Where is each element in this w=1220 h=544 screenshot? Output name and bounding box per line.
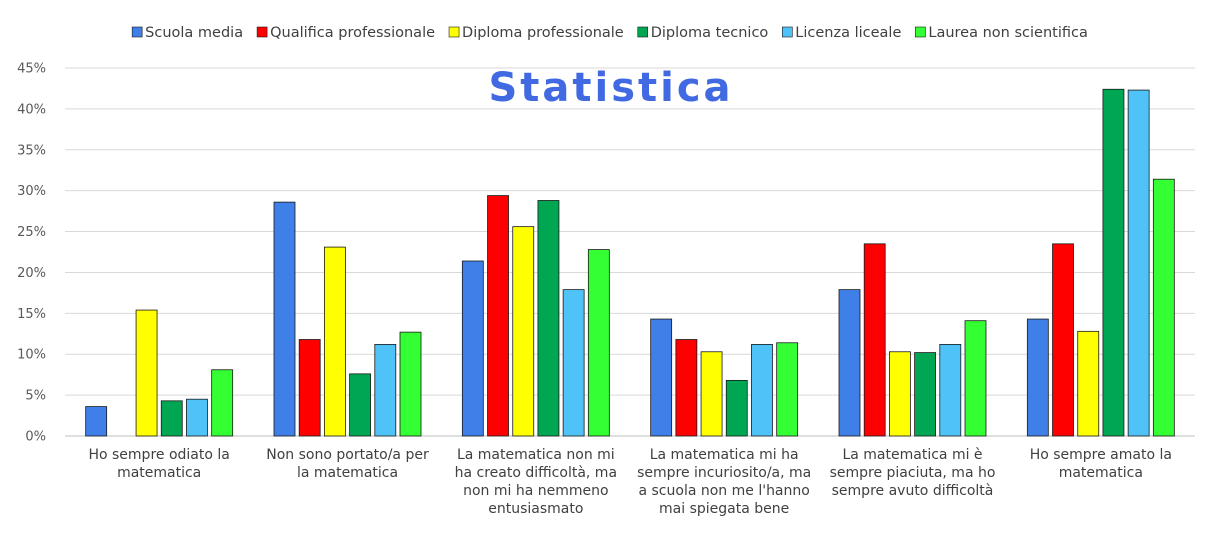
bar xyxy=(889,351,911,437)
bar xyxy=(186,398,208,437)
legend-swatch xyxy=(637,26,649,38)
bar xyxy=(160,400,183,437)
legend-swatch xyxy=(256,26,268,38)
bar xyxy=(1152,178,1175,437)
y-tick-label: 20% xyxy=(17,266,46,281)
y-tick-label: 15% xyxy=(17,307,46,322)
bar xyxy=(1026,318,1049,437)
x-tick-label: Non sono portato/a per la matematica xyxy=(266,447,429,481)
bar xyxy=(298,339,321,437)
bar xyxy=(1102,88,1125,437)
bar xyxy=(323,246,346,437)
legend-label: Scuola media xyxy=(145,25,243,41)
legend-item: Diploma tecnico xyxy=(637,25,769,41)
bar xyxy=(85,406,108,437)
y-tick-label: 35% xyxy=(17,143,46,158)
bar xyxy=(776,342,799,437)
x-tick-label: Ho sempre amato la matematica xyxy=(1030,447,1172,481)
y-tick-label: 25% xyxy=(17,225,46,240)
x-tick-label: La matematica mi ha sempre incuriosito/a,… xyxy=(637,447,811,517)
legend-label: Diploma tecnico xyxy=(651,25,769,41)
legend-label: Laurea non scientifica xyxy=(928,25,1087,41)
bar xyxy=(1052,243,1074,437)
bar xyxy=(211,369,234,437)
legend-item: Diploma professionale xyxy=(448,25,624,41)
legend-item: Laurea non scientifica xyxy=(915,25,1088,41)
y-axis-ticks: 0% 5% 10% 15% 20% 25% 30% 35% 40% 45% xyxy=(17,62,46,445)
bar xyxy=(964,320,987,437)
legend-item: Qualifica professionale xyxy=(256,25,435,41)
legend: Scuola media Qualifica professionale Diplo… xyxy=(131,25,1088,41)
chart-title: Statistica xyxy=(488,65,733,111)
x-tick-label: La matematica mi è sempre piaciuta, ma ho… xyxy=(830,447,996,499)
legend-item: Scuola media xyxy=(131,25,243,41)
bar xyxy=(700,351,723,437)
bar xyxy=(135,309,158,437)
bar xyxy=(512,226,535,437)
bar xyxy=(461,260,484,437)
y-tick-label: 5% xyxy=(25,389,46,404)
bar xyxy=(675,339,698,437)
y-tick-label: 45% xyxy=(17,62,46,77)
y-tick-label: 0% xyxy=(25,430,46,445)
y-tick-label: 10% xyxy=(17,348,46,363)
bar xyxy=(399,331,422,437)
legend-swatch xyxy=(915,26,926,38)
bar xyxy=(1127,89,1150,437)
bar xyxy=(939,344,962,437)
bar xyxy=(1077,330,1100,437)
bar xyxy=(914,352,936,437)
bar xyxy=(838,289,861,437)
bar xyxy=(537,200,560,437)
legend-label: Diploma professionale xyxy=(462,25,624,41)
bar xyxy=(487,195,509,437)
legend-label: Licenza liceale xyxy=(795,25,901,41)
bar xyxy=(562,289,585,437)
bar xyxy=(863,243,886,437)
y-tick-label: 40% xyxy=(17,102,46,117)
x-axis-labels: Ho sempre odiato la matematica Non sono po… xyxy=(88,447,1171,517)
bar xyxy=(650,318,673,437)
legend-swatch xyxy=(448,26,460,38)
legend-swatch xyxy=(131,26,143,38)
bar xyxy=(349,373,372,437)
y-tick-label: 30% xyxy=(17,184,46,199)
bars xyxy=(85,88,1175,437)
bar xyxy=(273,201,296,437)
x-tick-label: La matematica non mi ha creato difficoltà… xyxy=(455,447,617,517)
bar xyxy=(587,249,610,437)
x-tick-label: Ho sempre odiato la matematica xyxy=(88,447,229,481)
bar xyxy=(751,344,773,437)
legend-swatch xyxy=(781,26,793,38)
legend-label: Qualifica professionale xyxy=(270,25,435,41)
bar xyxy=(374,344,397,437)
gridlines xyxy=(65,67,1195,437)
bar xyxy=(725,379,748,437)
legend-item: Licenza liceale xyxy=(781,25,901,41)
